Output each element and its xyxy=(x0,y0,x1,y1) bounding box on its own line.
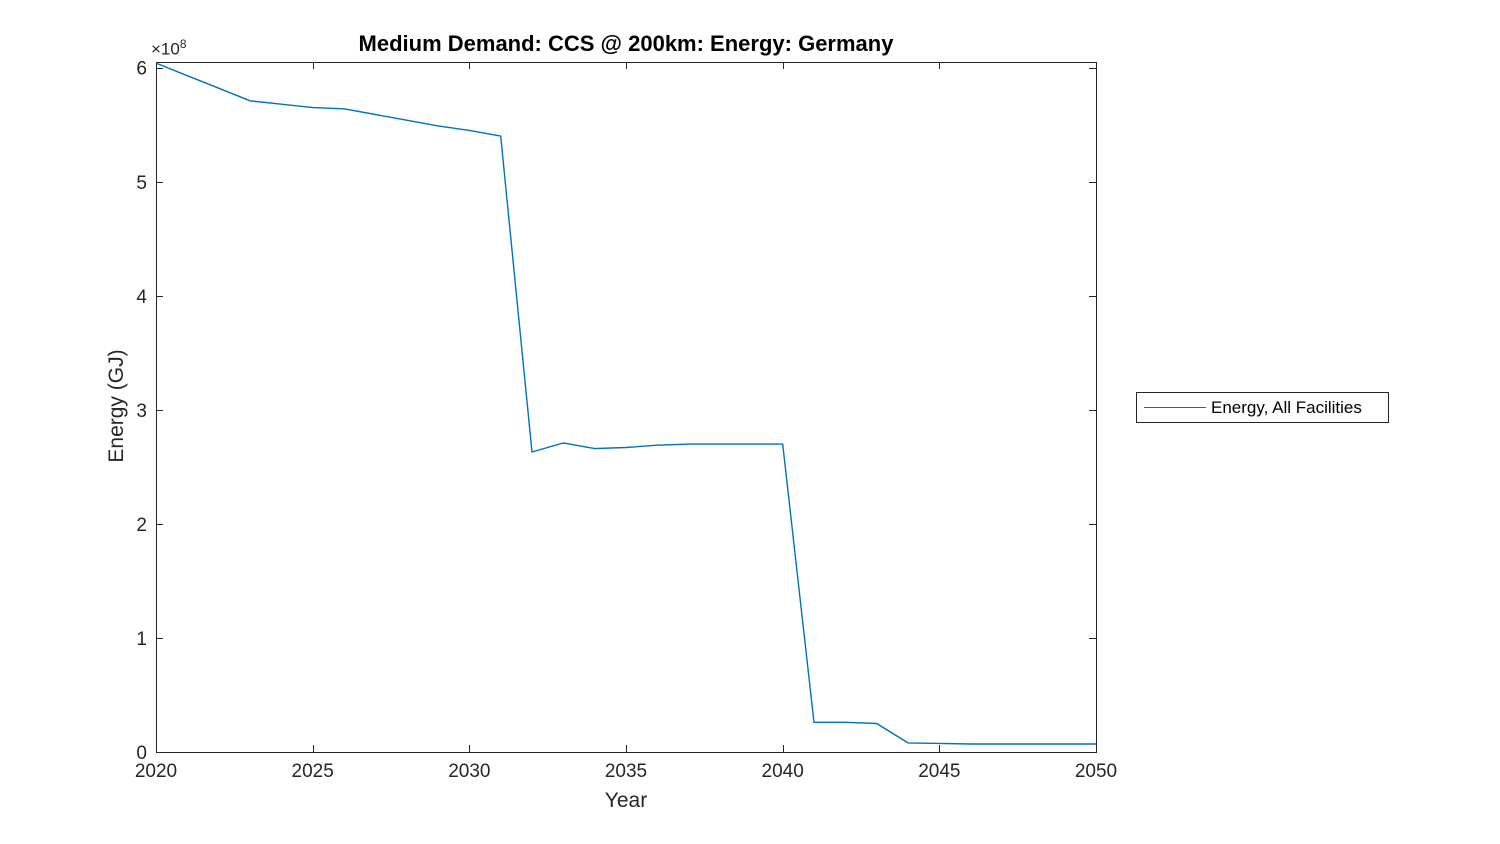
y-axis-label: Energy (GJ) xyxy=(105,349,128,463)
chart-title: Medium Demand: CCS @ 200km: Energy: Germ… xyxy=(358,31,894,56)
y-axis-exponent-label: ×108 xyxy=(151,37,187,60)
x-tick-label: 2050 xyxy=(1075,761,1117,782)
x-tick-label: 2025 xyxy=(292,761,334,782)
y-tick-label: 6 xyxy=(136,59,147,80)
x-axis-label: Year xyxy=(604,789,648,812)
y-exponent-power: 8 xyxy=(179,37,187,51)
y-tick-label: 0 xyxy=(136,743,147,764)
legend-sample-line xyxy=(1144,406,1206,408)
y-tick-label: 4 xyxy=(136,287,147,308)
y-tick-label: 5 xyxy=(136,173,147,194)
legend-label: Energy, All Facilities xyxy=(1211,397,1362,417)
x-tick-label: 2040 xyxy=(762,761,804,782)
data-line xyxy=(155,62,1096,745)
x-tick-label: 2030 xyxy=(448,761,490,782)
y-exponent-base: ×10 xyxy=(151,39,180,59)
x-tick-label: 2035 xyxy=(605,761,647,782)
y-tick-label: 1 xyxy=(136,629,147,650)
plot-box xyxy=(156,62,1097,753)
legend: Energy, All Facilities xyxy=(1136,392,1389,423)
y-tick-label: 2 xyxy=(136,515,147,536)
y-tick-label: 3 xyxy=(136,401,147,422)
x-tick-label: 2020 xyxy=(135,761,177,782)
x-tick-label: 2045 xyxy=(918,761,960,782)
